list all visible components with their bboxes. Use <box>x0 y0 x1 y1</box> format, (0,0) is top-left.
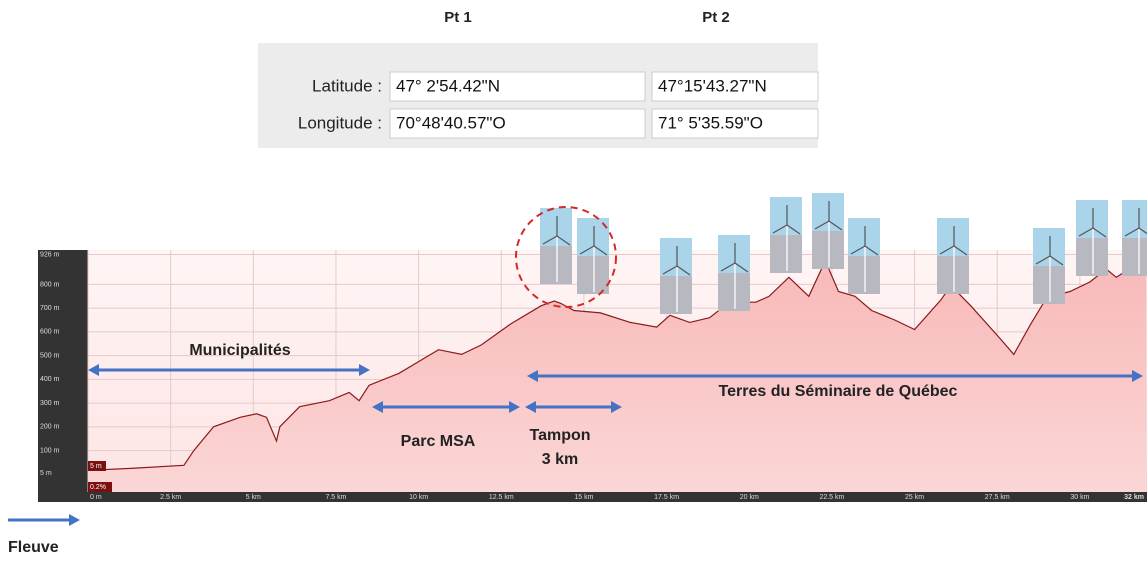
turbine-sky <box>812 193 844 231</box>
turbine-sky <box>770 197 802 235</box>
row-label: Longitude : <box>298 113 382 132</box>
annotation: 3 km <box>542 451 578 468</box>
screen: Pt 1 Pt 2 Latitude : 47° 2'54.42"N 47°15'43.… <box>0 0 1147 557</box>
y-tick-label: 700 m <box>40 305 60 312</box>
x-tick-label: 12.5 km <box>489 494 514 501</box>
turbine-sky <box>1076 200 1108 238</box>
x-tick-label: 15 km <box>574 494 593 501</box>
x-tick-label: 27.5 km <box>985 494 1010 501</box>
annotation: Municipalités <box>189 342 290 359</box>
column-header: Pt 2 <box>702 9 730 26</box>
x-tick-label: 32 km <box>1124 494 1144 501</box>
y-tick-label: 600 m <box>40 329 60 336</box>
turbine-sky <box>937 218 969 256</box>
turbine-ground <box>540 246 572 284</box>
turbine-ground <box>1122 238 1147 276</box>
coord-value: 47°15'43.27"N <box>658 76 767 95</box>
y-tick-label: 5 m <box>40 470 52 477</box>
x-tick-label: 7.5 km <box>325 494 346 501</box>
annotation: Parc MSA <box>401 433 476 450</box>
coord-value: 70°48'40.57"O <box>396 113 506 132</box>
row-label: Latitude : <box>312 76 382 95</box>
annotation: Tampon <box>529 427 590 444</box>
coord-value: 47° 2'54.42"N <box>396 76 500 95</box>
x-tick-label: 10 km <box>409 494 428 501</box>
x-tick-label: 5 km <box>246 494 261 501</box>
turbine-sky <box>540 208 572 246</box>
turbine-sky <box>848 218 880 256</box>
x-tick-label: 22.5 km <box>819 494 844 501</box>
column-header: Pt 1 <box>444 9 472 26</box>
y-tick-label: 400 m <box>40 376 60 383</box>
turbine-sky <box>1033 228 1065 266</box>
turbine-sky <box>1122 200 1147 238</box>
page: Pt 1 Pt 2 Latitude : 47° 2'54.42"N 47°15'43.… <box>0 0 1147 557</box>
y-tick-label: 200 m <box>40 424 60 431</box>
marker-label: 5 m <box>90 463 102 470</box>
annotation: Fleuve <box>8 539 59 556</box>
x-tick-label: 25 km <box>905 494 924 501</box>
y-tick-label: 500 m <box>40 352 60 359</box>
y-tick-label: 800 m <box>40 281 60 288</box>
marker-label: 0.2% <box>90 484 106 491</box>
turbine-ground <box>937 256 969 294</box>
turbine-ground <box>718 273 750 311</box>
y-tick-label: 926 m <box>40 251 60 258</box>
turbine-ground <box>812 231 844 269</box>
turbine-ground <box>848 256 880 294</box>
x-tick-label: 0 m <box>90 494 102 501</box>
arrow-head <box>69 514 80 526</box>
y-tick-label: 300 m <box>40 400 60 407</box>
y-tick-label: 100 m <box>40 447 60 454</box>
turbine-ground <box>577 256 609 294</box>
x-tick-label: 17.5 km <box>654 494 679 501</box>
turbine-sky <box>660 238 692 276</box>
turbine-sky <box>718 235 750 273</box>
turbine-ground <box>660 276 692 314</box>
annotation: Terres du Séminaire de Québec <box>719 383 958 400</box>
turbine-ground <box>1033 266 1065 304</box>
coord-value: 71° 5'35.59"O <box>658 113 763 132</box>
turbine-ground <box>770 235 802 273</box>
x-tick-label: 2.5 km <box>160 494 181 501</box>
x-tick-label: 20 km <box>740 494 759 501</box>
turbine-ground <box>1076 238 1108 276</box>
x-tick-label: 30 km <box>1070 494 1089 501</box>
